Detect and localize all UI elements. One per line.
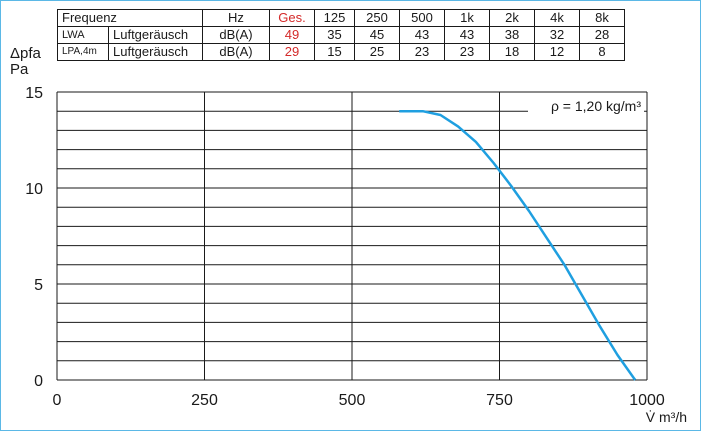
performance-curve	[399, 109, 637, 381]
row-value-ges: 49	[269, 26, 315, 44]
row-unit: dB(A)	[202, 43, 270, 61]
y-tick-label: 10	[25, 181, 43, 198]
row-symbol: LPA,4m	[57, 43, 109, 61]
table-row-lwa: LWA Luftgeräusch dB(A) 49 35 45 43 43 38…	[57, 26, 625, 44]
row-value: 25	[354, 43, 400, 61]
row-value: 8	[579, 43, 625, 61]
x-tick-label: 1000	[629, 392, 665, 409]
row-value: 23	[399, 43, 445, 61]
table-header-row: Frequenz Hz Ges. 125 250 500 1k 2k 4k 8k	[57, 9, 625, 27]
header-8k: 8k	[579, 9, 625, 27]
y-tick-label: 5	[34, 277, 43, 294]
density-annotation: ρ = 1,20 kg/m³	[551, 98, 641, 114]
header-250: 250	[354, 9, 400, 27]
y-tick-label: 0	[34, 373, 43, 390]
x-tick-label: 250	[191, 392, 218, 409]
row-value-ges: 29	[269, 43, 315, 61]
x-tick-label: 0	[53, 392, 62, 409]
y-axis-label: Δpfa	[10, 45, 41, 62]
y-tick-label: 15	[25, 85, 43, 102]
row-value: 15	[314, 43, 355, 61]
row-unit: dB(A)	[202, 26, 270, 44]
annotation-background	[528, 96, 644, 116]
y-axis-unit: Pa	[10, 61, 29, 78]
row-value: 35	[314, 26, 355, 44]
row-value: 23	[444, 43, 490, 61]
header-hz: Hz	[202, 9, 270, 27]
x-tick-label: 500	[339, 392, 366, 409]
x-tick-label: 750	[486, 392, 513, 409]
sound-data-table: Frequenz Hz Ges. 125 250 500 1k 2k 4k 8k…	[57, 9, 625, 61]
row-value: 18	[489, 43, 535, 61]
row-value: 43	[444, 26, 490, 44]
x-axis-label: V̇ m³/h	[646, 409, 687, 425]
header-500: 500	[399, 9, 445, 27]
row-symbol: LWA	[57, 26, 109, 44]
table-row-lpa: LPA,4m Luftgeräusch dB(A) 29 15 25 23 23…	[57, 43, 625, 61]
